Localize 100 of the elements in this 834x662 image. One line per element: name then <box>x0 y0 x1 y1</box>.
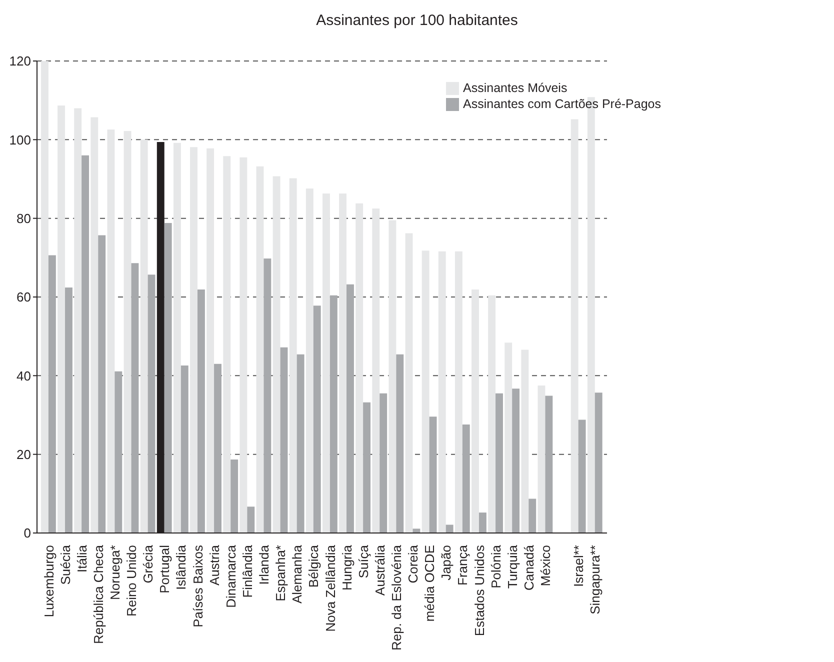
x-tick-label: Polónia <box>488 544 503 588</box>
y-tick-label: 60 <box>16 290 31 305</box>
bar <box>438 251 446 533</box>
x-tick-label: Itália <box>74 544 89 572</box>
bar <box>107 129 115 533</box>
bar <box>82 155 90 533</box>
x-tick-label: Países Baixos <box>190 544 205 628</box>
bar <box>478 512 486 533</box>
bar <box>538 386 546 533</box>
chart-title: Assinantes por 100 habitantes <box>315 12 519 29</box>
x-tick-label: Rep. da Eslovénia <box>388 544 404 651</box>
bar <box>58 105 66 533</box>
bar <box>472 290 479 533</box>
x-tick-label: Alemanha <box>289 544 304 604</box>
bar <box>124 131 132 533</box>
x-tick-label: Hungria <box>338 544 354 591</box>
bar <box>412 528 420 533</box>
y-tick-label: 0 <box>24 526 31 541</box>
bar <box>330 295 338 533</box>
x-tick-label: Estados Unidos <box>471 544 486 636</box>
bar <box>272 176 280 533</box>
bar <box>380 393 388 533</box>
bar <box>446 524 454 533</box>
y-tick-label: 20 <box>16 446 31 462</box>
bar <box>454 251 462 533</box>
x-tick-label: Grécia <box>140 544 156 584</box>
bar <box>90 117 98 533</box>
y-tick-label: 120 <box>9 54 31 69</box>
bar <box>496 393 503 533</box>
y-tick-label: 100 <box>9 132 31 148</box>
bar <box>148 274 156 533</box>
bar <box>173 142 181 533</box>
bar <box>48 255 56 533</box>
bar <box>306 188 314 533</box>
legend-label: Assinantes Móveis <box>463 81 568 95</box>
bar <box>422 250 430 533</box>
x-tick-label: Singapura** <box>587 545 602 614</box>
bar <box>131 263 139 533</box>
bar <box>280 347 288 533</box>
bar <box>197 290 205 533</box>
bar <box>240 157 248 533</box>
bar <box>429 416 437 533</box>
bar <box>256 166 264 533</box>
bar <box>180 365 188 533</box>
x-tick-label: Espanha* <box>272 545 288 602</box>
bar <box>363 402 371 533</box>
x-tick-label: Austrália <box>372 544 387 596</box>
bar <box>346 284 354 533</box>
bar <box>462 424 470 533</box>
bar <box>322 194 330 533</box>
x-tick-label: Suécia <box>57 544 72 585</box>
x-tick-label: média OCDE <box>422 544 437 622</box>
x-tick-label: Turquia <box>504 544 520 589</box>
bar <box>578 420 586 533</box>
x-tick-label: Reino Unido <box>124 545 139 617</box>
bar <box>214 364 222 533</box>
x-tick-label: Suíça <box>355 544 370 578</box>
x-tick-label: Nova Zellândia <box>322 544 338 632</box>
bar <box>247 506 255 533</box>
x-tick-label: Israel** <box>570 545 586 587</box>
bar <box>190 147 198 533</box>
bar <box>528 498 536 533</box>
x-tick-label: México <box>538 545 553 586</box>
bar <box>140 140 148 533</box>
bar <box>206 148 214 533</box>
legend-label: Assinantes com Cartões Pré-Pagos <box>463 97 662 111</box>
y-tick-label: 40 <box>16 368 31 384</box>
bar <box>65 288 72 533</box>
bar <box>114 371 122 533</box>
bar <box>372 208 380 533</box>
x-tick-label: Dinamarca <box>222 544 238 608</box>
bar <box>504 342 512 533</box>
bar <box>356 203 364 533</box>
x-tick-label: Portugal <box>156 544 172 594</box>
bar <box>230 459 238 533</box>
bar <box>74 108 82 533</box>
bar <box>388 220 396 533</box>
x-tick-label: Islândia <box>173 544 188 590</box>
bar <box>339 194 346 533</box>
bar <box>289 178 297 533</box>
bar <box>264 258 272 533</box>
bar <box>570 119 578 533</box>
bar <box>41 61 48 533</box>
bar <box>512 388 520 533</box>
bar <box>296 354 304 533</box>
x-tick-label: Noruega* <box>107 545 122 600</box>
bar <box>545 396 553 533</box>
x-tick-label: Irlanda <box>256 544 272 585</box>
bar <box>488 295 496 533</box>
x-tick-label: Luxemburgo <box>40 545 56 618</box>
x-tick-label: Bélgica <box>306 544 321 588</box>
x-tick-label: República Checa <box>90 544 106 644</box>
bar <box>164 223 172 533</box>
y-tick-label: 80 <box>16 210 31 226</box>
x-tick-label: França <box>454 544 470 586</box>
x-tick-label: Austria <box>206 544 222 586</box>
x-tick-label: Finlândia <box>239 544 254 598</box>
x-tick-label: Canadá <box>520 544 536 591</box>
x-tick-label: Japão <box>438 545 454 580</box>
bar <box>521 350 529 533</box>
